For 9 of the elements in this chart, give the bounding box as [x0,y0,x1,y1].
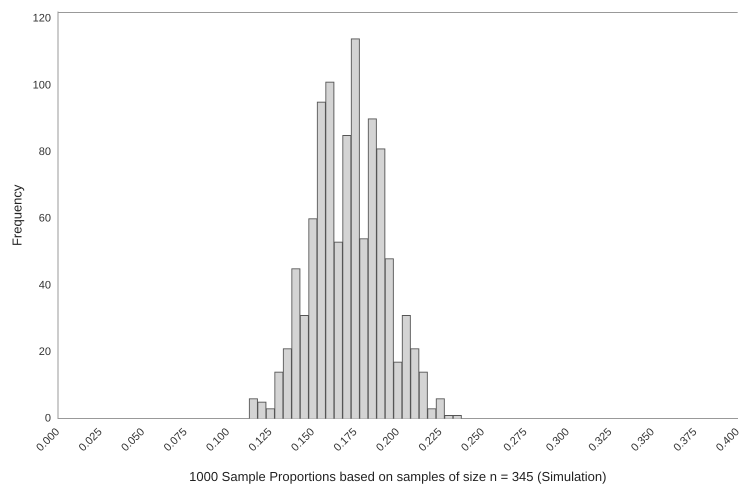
y-tick-label: 40 [38,279,51,292]
y-tick-label: 20 [38,346,51,358]
y-tick-label: 100 [32,79,51,92]
y-tick-label: 60 [38,212,51,225]
y-tick-label: 0 [44,412,51,425]
y-axis-title: Frequency [9,184,24,246]
x-axis-title: 1000 Sample Proportions based on samples of size n = 345 (Simulation) [189,468,606,484]
y-tick-label: 120 [32,12,51,25]
y-tick-label: 80 [38,146,51,158]
